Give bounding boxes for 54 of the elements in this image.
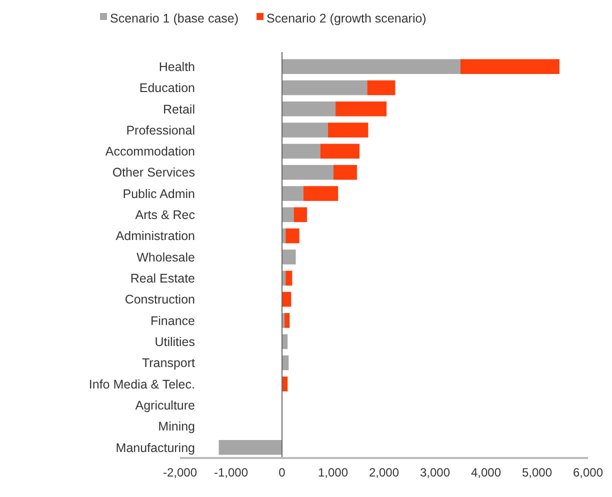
y-tick-label: Other Services [112,166,195,180]
y-tick-label: Finance [150,314,196,328]
y-tick-label: Health [158,60,196,74]
x-tick-label: -1,000 [214,466,248,480]
bar [282,186,304,201]
y-tick-label: Manufacturing [116,440,196,455]
bar [286,270,292,286]
y-tick-label: Public Admin [122,186,196,201]
bar [336,101,387,116]
bar [286,228,300,244]
x-tick-label: 1,000 [318,466,348,480]
bar [218,440,282,455]
bar [294,207,307,222]
y-tick-label: Arts & Rec [135,208,195,222]
y-tick-label: Professional [126,123,195,138]
y-tick-label: Mining [158,420,196,434]
y-tick-label: Transport [142,356,196,370]
x-tick-label: 4,000 [470,466,502,480]
bar [282,207,294,222]
x-tick-label: -2,000 [162,466,198,480]
y-tick-label: Agriculture [135,398,196,412]
bar [282,292,292,307]
y-tick-label: Info Media & Telec. [88,377,195,392]
x-tick-label: 6,000 [572,466,604,480]
x-tick-label: 2,000 [368,466,400,480]
x-tick-label: 3,000 [420,466,450,480]
legend-label: Scenario 2 (growth scenario) [266,11,426,26]
bar [282,376,288,392]
bar [282,80,368,96]
bar [282,334,288,350]
bar [282,250,296,264]
y-tick-label: Real Estate [130,272,196,286]
bar [282,101,336,116]
bar [282,144,320,159]
y-tick-label: Education [139,81,196,96]
bar [367,80,396,96]
bar [303,186,338,201]
x-tick-label: 0 [278,466,286,480]
y-tick-label: Wholesale [136,250,196,264]
y-tick-label: Accommodation [105,144,196,159]
legend-label: Scenario 1 (base case) [110,11,239,26]
y-tick-label: Administration [116,229,196,244]
bar [328,122,368,138]
y-tick-label: Retail [163,102,195,116]
bar [282,59,460,74]
bar [334,164,357,180]
bar [460,59,560,74]
bar [320,144,360,159]
y-tick-label: Utilities [154,335,195,350]
bar [282,164,334,180]
y-tick-label: Construction [124,292,196,307]
x-tick-label: 5,000 [522,466,552,480]
bar [282,122,328,138]
bar [284,313,290,328]
